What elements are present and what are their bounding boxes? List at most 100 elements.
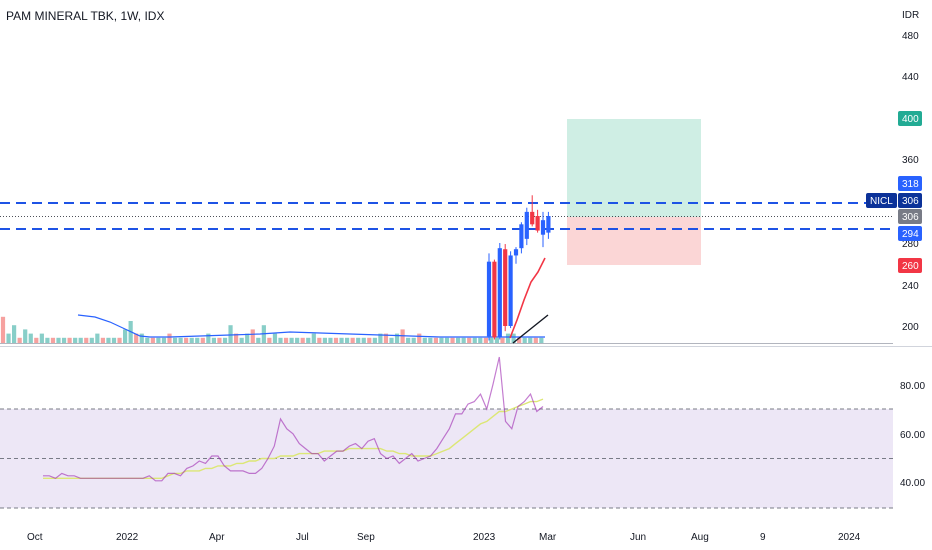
volume-bar <box>184 337 189 343</box>
volume-bar <box>317 337 322 343</box>
volume-bar <box>483 337 488 343</box>
volume-bar <box>300 337 305 343</box>
volume-bar <box>461 337 466 343</box>
volume-bar <box>189 337 194 343</box>
volume-bar <box>289 337 294 343</box>
volume-bar <box>134 333 139 343</box>
volume-bar <box>206 333 211 343</box>
volume-bar <box>150 337 155 343</box>
volume-bar <box>267 337 272 343</box>
ema-line <box>509 257 546 339</box>
volume-bar <box>361 337 366 343</box>
volume-bar <box>511 333 516 343</box>
time-tick-aug: Aug <box>691 532 709 543</box>
volume-bar <box>489 337 494 343</box>
volume-bar <box>428 337 433 343</box>
volume-bar <box>339 337 344 343</box>
volume-bar <box>517 337 522 343</box>
price-tick-480: 480 <box>902 31 919 42</box>
volume-bar <box>217 337 222 343</box>
volume-bar <box>439 337 444 343</box>
symbol-tag-bg <box>866 193 897 208</box>
volume-bar <box>145 337 150 343</box>
price-tags: 400 318 NICL 306 306 294 260 <box>866 111 922 273</box>
volume-bar <box>0 316 6 343</box>
candle-body <box>535 216 540 231</box>
chart-title: PAM MINERAL TBK, 1W, IDX <box>6 9 165 23</box>
candle-body <box>513 249 519 256</box>
volume-bar <box>283 337 289 343</box>
volume-bar <box>156 337 161 343</box>
last-price-tag-bg <box>898 209 922 224</box>
volume-bar <box>372 337 377 343</box>
volume-bar <box>256 337 261 343</box>
rsi-tick-60: 60.00 <box>900 430 925 441</box>
volume-bar <box>345 337 350 343</box>
volume-bar <box>444 337 450 343</box>
candle-body <box>546 216 551 233</box>
target-tag-bg <box>898 111 922 126</box>
volume-bar <box>528 337 533 343</box>
price-axis: IDR 480 440 360 280 240 200 <box>902 10 919 333</box>
level-high-tag-bg <box>898 176 922 191</box>
volume-bar <box>123 329 128 343</box>
stop-tag-bg <box>898 258 922 273</box>
symbol-price-tag-bg <box>898 193 922 208</box>
volume-bar <box>139 333 144 343</box>
candle-body <box>486 261 492 337</box>
volume-bar <box>417 333 422 343</box>
volume-bar <box>6 333 11 343</box>
volume-bar <box>505 333 511 343</box>
volume-bar <box>167 333 172 343</box>
rsi-axis: 80.00 60.00 40.00 <box>900 381 925 489</box>
volume-bar <box>522 337 527 343</box>
time-tick-mar: Mar <box>539 532 557 543</box>
volume-bar <box>100 337 105 343</box>
volume-bar <box>56 337 61 343</box>
volume-bar <box>28 333 33 343</box>
volume-bar <box>73 337 78 343</box>
volume-bar <box>311 333 316 343</box>
volume-bar <box>367 337 372 343</box>
price-tick-240: 240 <box>902 281 919 292</box>
target-tag: 400 <box>902 114 919 125</box>
candle-body <box>519 224 524 249</box>
volume-ma-line <box>77 314 545 338</box>
candle-body <box>540 220 546 235</box>
candle-body <box>524 211 529 239</box>
time-tick-9: 9 <box>760 532 766 543</box>
volume-bar <box>39 333 44 343</box>
volume-bar <box>67 337 72 343</box>
rsi-pane <box>0 356 893 509</box>
volume-bar <box>450 337 455 343</box>
trend-line <box>512 314 549 344</box>
volume-bar <box>378 333 383 343</box>
volume-bar <box>306 337 311 343</box>
volume-bar <box>494 337 500 343</box>
volume-bar <box>422 337 427 343</box>
price-tick-200: 200 <box>902 322 919 333</box>
currency-label: IDR <box>902 10 919 21</box>
volume-bar <box>95 333 100 343</box>
profit-zone <box>567 119 701 217</box>
volume-bar <box>239 337 244 343</box>
time-axis: Oct 2022 Apr Jul Sep 2023 Mar Jun Aug 9 … <box>27 532 861 543</box>
price-tick-440: 440 <box>902 72 919 83</box>
candle-body <box>530 211 535 225</box>
volume-bar <box>389 337 394 343</box>
volume-bar <box>12 325 17 343</box>
volume-bar <box>278 337 283 343</box>
volume-bar <box>172 337 178 343</box>
time-tick-jul: Jul <box>296 532 309 543</box>
symbol-tag: NICL <box>870 196 893 207</box>
volume-bar <box>234 333 239 343</box>
time-tick-sep: Sep <box>357 532 375 543</box>
volume-bar <box>17 337 22 343</box>
volume-bar <box>467 337 472 343</box>
candle-body <box>497 248 502 338</box>
volume-bar <box>472 337 477 343</box>
volume-bar <box>50 337 56 343</box>
candle-body <box>492 261 497 338</box>
volume-bar <box>356 337 361 343</box>
